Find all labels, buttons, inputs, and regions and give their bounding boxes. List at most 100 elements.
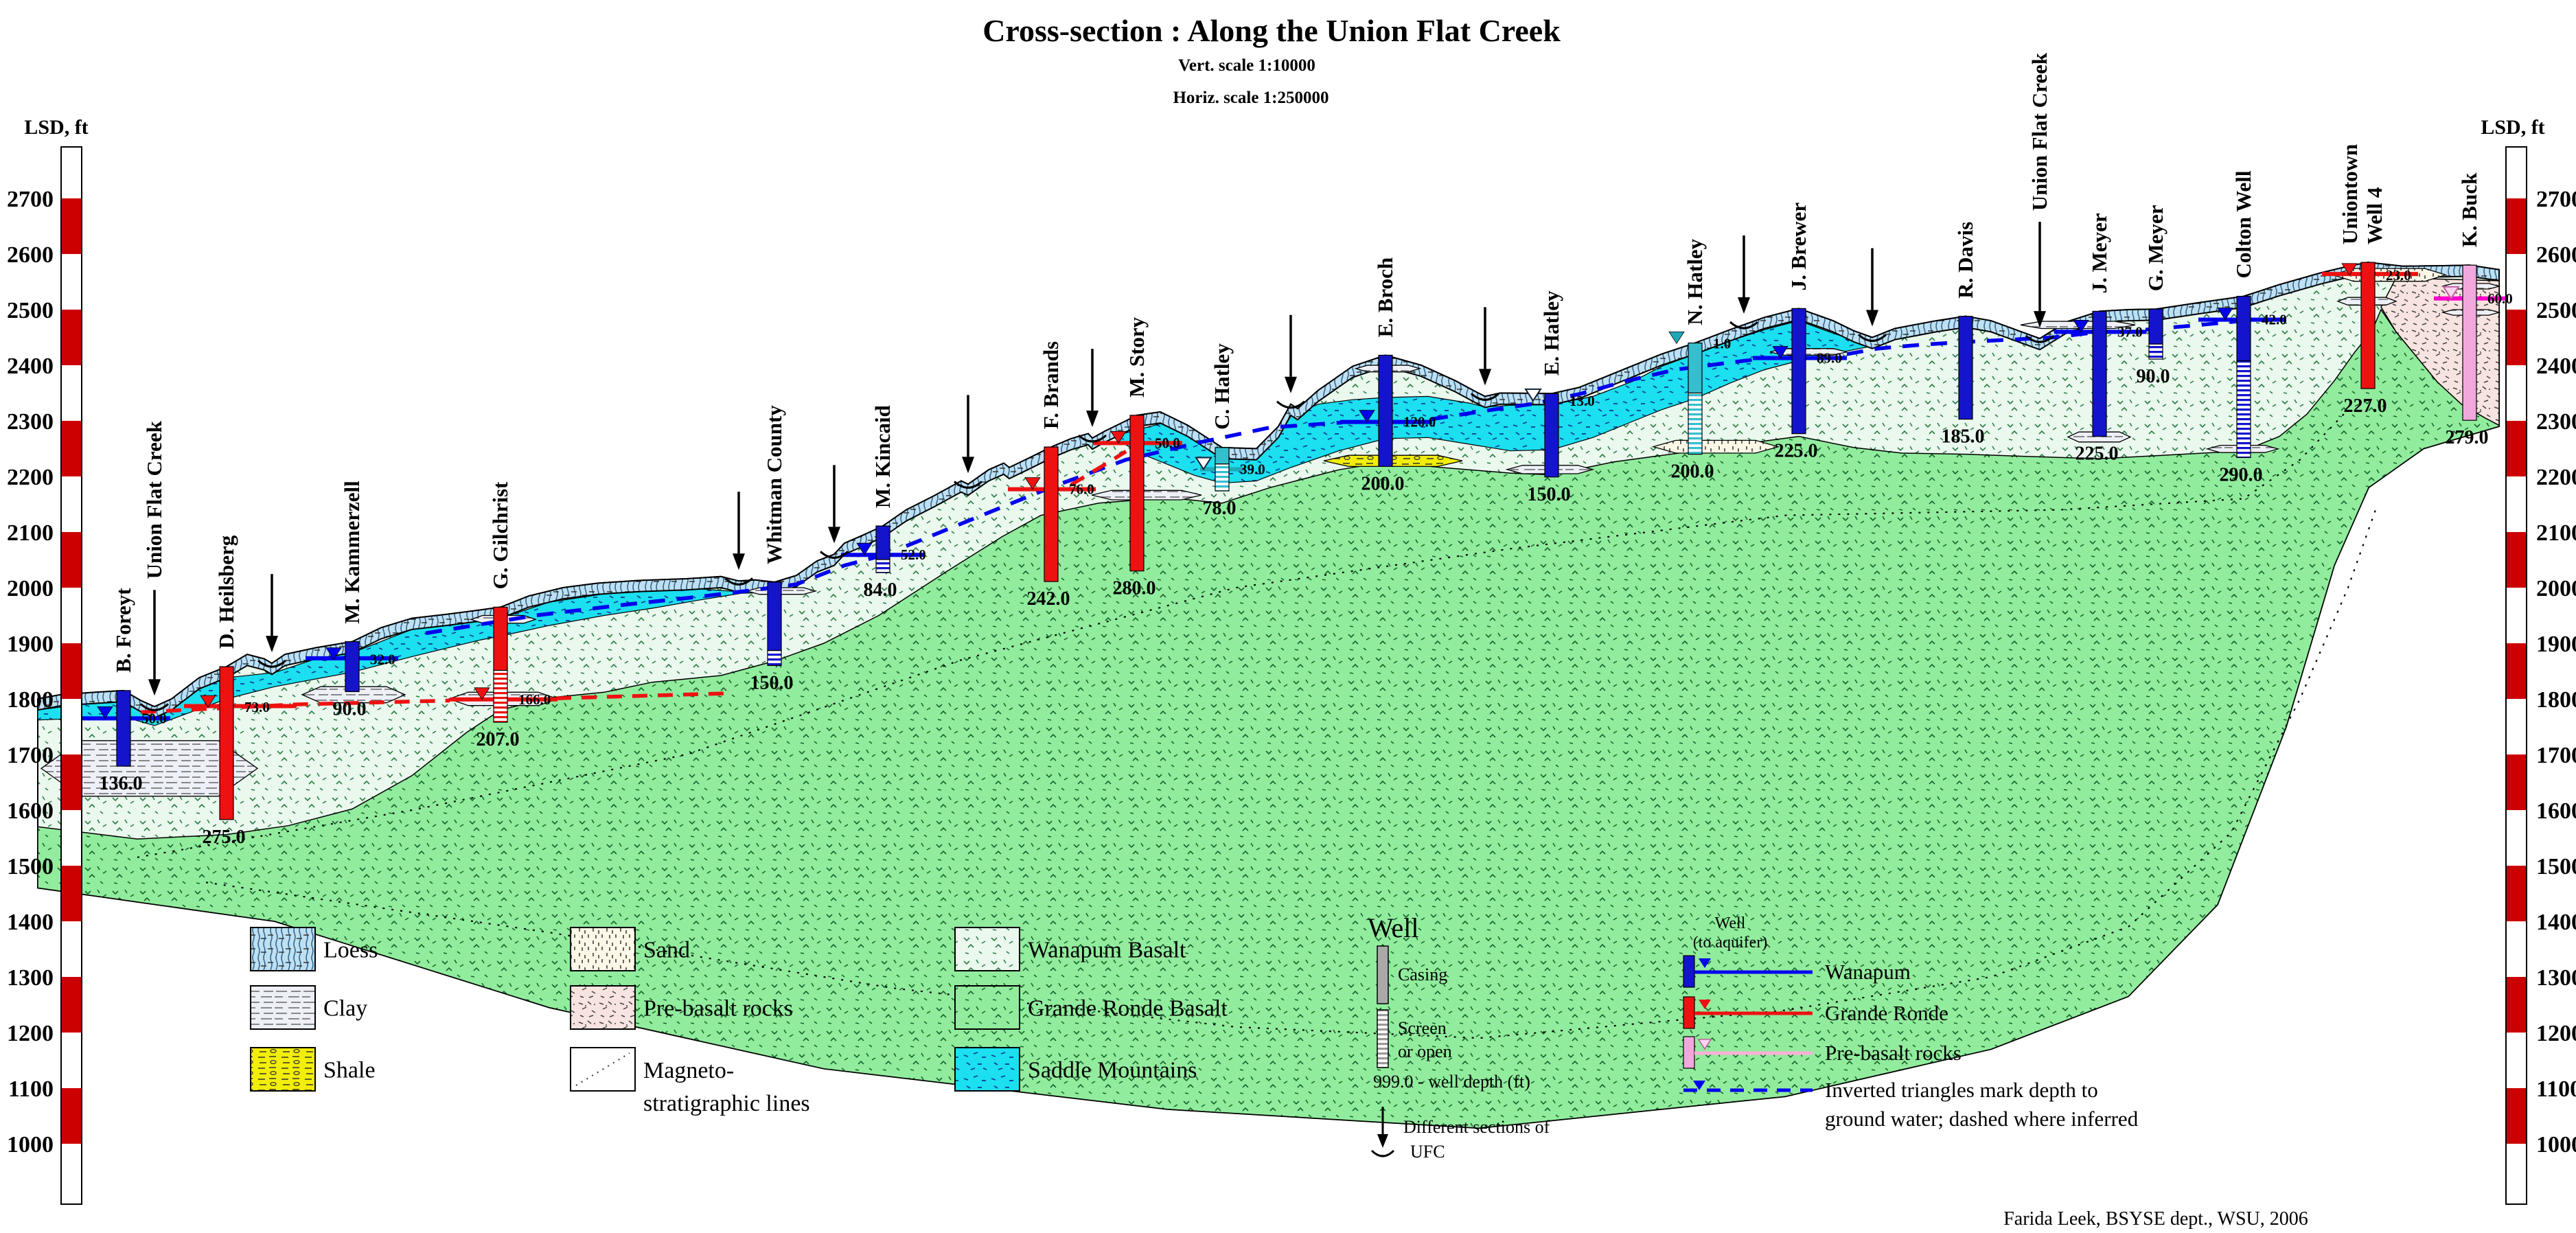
- legend-screen-label-line2: or open: [1398, 1041, 1452, 1061]
- well-casing: [345, 641, 360, 693]
- legend-rock-grande: Grande Ronde Basalt: [954, 985, 1228, 1030]
- well-depth-label: 200.0: [1671, 461, 1714, 483]
- scale-bar-red-segment: [2507, 643, 2526, 699]
- legend-rock-loess: Loess: [250, 927, 378, 971]
- water-depth-label: 76.0: [1069, 481, 1094, 498]
- section-arrow-head: [148, 679, 161, 696]
- water-depth-triangle: [1024, 477, 1041, 490]
- legend-rock-sand: Sand: [570, 927, 690, 971]
- section-arrow-head: [962, 457, 974, 474]
- legend-rock-label: Saddle Mountains: [1028, 1058, 1197, 1083]
- water-table-wanapum-dashed: [425, 553, 884, 636]
- scale-bar-red-segment: [2507, 421, 2526, 476]
- water-depth-triangle: [2341, 263, 2358, 276]
- well-casing: [1378, 354, 1393, 468]
- tick-label-right-2100: 2100: [2536, 520, 2576, 546]
- legend-aquifer-title: Well: [1715, 914, 1746, 932]
- tick-label-right-1700: 1700: [2536, 743, 2576, 768]
- tick-label-right-1100: 1100: [2536, 1076, 2576, 1102]
- well-name-label: C. Hatley: [1210, 343, 1234, 430]
- legend-rock-label: Grande Ronde Basalt: [1028, 996, 1228, 1022]
- well-depth-label: 150.0: [750, 672, 794, 693]
- geologic-section: [37, 262, 2518, 1129]
- water-depth-label: 52.0: [901, 546, 926, 563]
- water-depth-triangle: [325, 647, 342, 660]
- water-table-grande-ronde-dashed: [1070, 450, 1127, 487]
- well-j-brewer: 225.0 89.0 J. Brewer: [1772, 203, 1842, 462]
- magneto-stratigraphic-line: [137, 409, 2349, 858]
- scale-bar-red-segment: [2507, 977, 2526, 1033]
- well-name-label: J. Meyer: [2087, 213, 2111, 293]
- legend-rock-label: Loess: [323, 938, 378, 963]
- tick-label-right-1000: 1000: [2536, 1132, 2576, 1157]
- legend-swatch-prebasalt: [570, 985, 636, 1030]
- water-depth-label: 37.0: [2117, 323, 2143, 340]
- well-depth-label: 136.0: [100, 773, 143, 794]
- section-arrow-head: [1086, 411, 1099, 428]
- legend-ufc-note: Different sections of: [1403, 1117, 1550, 1137]
- tick-label-right-2400: 2400: [2536, 354, 2576, 379]
- legend: Loess Clay Shale Sand Pre-basalt rocks Magnet…: [250, 912, 2139, 1162]
- water-depth-triangle: [1668, 332, 1685, 345]
- well-d-heilsberg: 275.0 73.0 D. Heilsberg: [200, 535, 270, 848]
- water-depth-label: 60.0: [2487, 290, 2513, 307]
- creek-glyph-inner: [1283, 404, 1298, 409]
- tick-label-right-2000: 2000: [2536, 576, 2576, 601]
- well-casing: [1544, 393, 1559, 478]
- tick-label-left-2200: 2200: [7, 465, 54, 490]
- legend-arrow-head: [1377, 1134, 1388, 1148]
- aquifer-bar-swatch: [1683, 1036, 1695, 1069]
- aquifer-label: Pre-basalt rocks: [1825, 1041, 1962, 1065]
- aquifer-triangle: [1697, 1039, 1712, 1050]
- tick-label-left-2100: 2100: [7, 520, 54, 546]
- water-depth-label: 166.0: [518, 691, 551, 708]
- scale-bar-red-segment: [62, 421, 81, 476]
- water-table-grande-ronde-dashed: [140, 698, 450, 715]
- tick-label-right-1300: 1300: [2536, 965, 2576, 991]
- water-depth-triangle: [474, 687, 490, 700]
- ufc-section-arrow: [819, 465, 849, 559]
- well-screen: [2236, 360, 2251, 459]
- well-name-label: M. Kincaid: [871, 405, 895, 508]
- legend-rock-label: Clay: [323, 996, 367, 1022]
- scale-bar-red-segment: [2507, 532, 2526, 588]
- tick-label-left-1600: 1600: [7, 798, 54, 824]
- scale-bar-red-segment: [62, 866, 81, 921]
- tick-label-left-2000: 2000: [7, 576, 54, 601]
- water-depth-label: 50.0: [1155, 435, 1180, 451]
- tick-label-left-1500: 1500: [7, 854, 54, 879]
- well-name-label: Colton Well: [2231, 170, 2255, 278]
- well-r-davis: 185.0 R. Davis: [1942, 222, 1985, 448]
- scale-bar-red-segment: [2507, 866, 2526, 921]
- tick-label-left-1300: 1300: [7, 965, 54, 991]
- ufc-section-arrow: [1470, 307, 1500, 401]
- tick-label-right-2300: 2300: [2536, 409, 2576, 435]
- legend-rock-label: Wanapum Basalt: [1028, 938, 1186, 963]
- legend-swatch-clay: [250, 985, 316, 1030]
- legend-aquifer-pre-basalt-rocks: Pre-basalt rocks: [1683, 1036, 1962, 1069]
- section-arrow-head: [733, 553, 745, 571]
- well-name-label: G. Gilchrist: [488, 481, 512, 589]
- water-table-wanapum-dashed: [905, 420, 1343, 548]
- well-screen: [1215, 463, 1230, 492]
- legend-rock-label: Shale: [323, 1058, 376, 1083]
- section-arrow-head: [1479, 369, 1491, 386]
- legend-aquifer-title-line2: (to aquifer): [1693, 934, 1768, 952]
- well-casing: [2360, 262, 2376, 389]
- water-depth-label: 73.0: [244, 699, 270, 715]
- axis-right-title: LSD, ft: [2481, 116, 2544, 139]
- tick-label-right-1800: 1800: [2536, 687, 2576, 713]
- creek-glyph-inner: [264, 664, 279, 668]
- well-depth-label: 290.0: [2220, 464, 2263, 485]
- tick-label-left-2700: 2700: [7, 187, 54, 212]
- water-depth-triangle: [1772, 346, 1789, 359]
- tick-label-right-2700: 2700: [2536, 187, 2576, 212]
- legend-screen-swatch: [1377, 1009, 1389, 1068]
- legend-swatch-wanapum: [954, 927, 1020, 971]
- section-arrow-head: [2034, 311, 2046, 328]
- tick-label-right-1500: 1500: [2536, 854, 2576, 879]
- creek-glyph-inner: [1865, 338, 1880, 342]
- tick-label-right-2500: 2500: [2536, 298, 2576, 323]
- lens-shale: [1323, 454, 1463, 468]
- legend-rock-shale: Shale: [250, 1047, 376, 1092]
